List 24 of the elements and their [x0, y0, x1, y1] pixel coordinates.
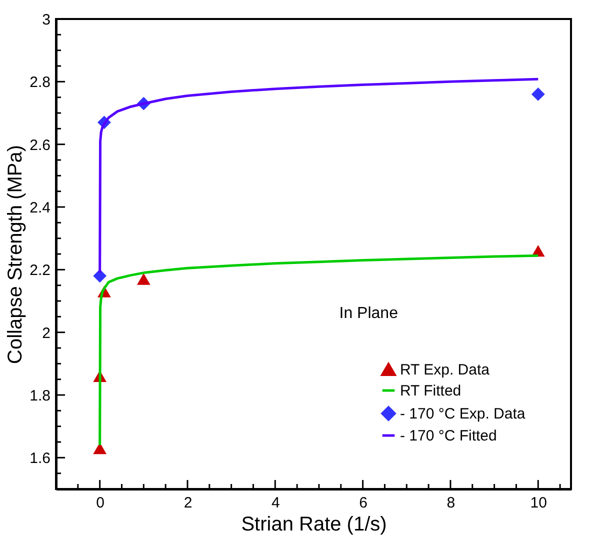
x-tick-label: 4: [271, 494, 280, 512]
x-axis-title: Strian Rate (1/s): [241, 514, 387, 536]
y-tick-label: 2.4: [30, 200, 50, 216]
point: [93, 442, 107, 454]
y-axis-title: Collapse Strength (MPa): [4, 145, 27, 364]
y-tick-label: 3: [42, 12, 50, 28]
point: [136, 273, 150, 285]
x-tick-label: 8: [446, 494, 456, 512]
legend-label: - 170 °C Fitted: [400, 428, 497, 444]
y-tick-label: 2.2: [30, 262, 50, 280]
y-tick-label: 2.8: [30, 74, 50, 92]
x-tick-label: 0: [96, 494, 104, 512]
legend-label: RT Exp. Data: [400, 362, 490, 378]
x-tick-label: 6: [359, 494, 368, 512]
y-tick-label: 2.6: [30, 136, 50, 154]
point: [531, 87, 545, 101]
y-tick-label: 1.8: [30, 388, 50, 404]
y-tick-label: 2: [42, 324, 50, 342]
x-tick-label: 2: [184, 494, 192, 512]
legend-label: RT Fitted: [400, 382, 462, 400]
x-tick-label: 10: [530, 494, 547, 512]
annotation: In Plane: [339, 304, 398, 322]
legend-label: - 170 °C Exp. Data: [400, 406, 526, 422]
y-tick-label: 1.6: [30, 450, 50, 468]
